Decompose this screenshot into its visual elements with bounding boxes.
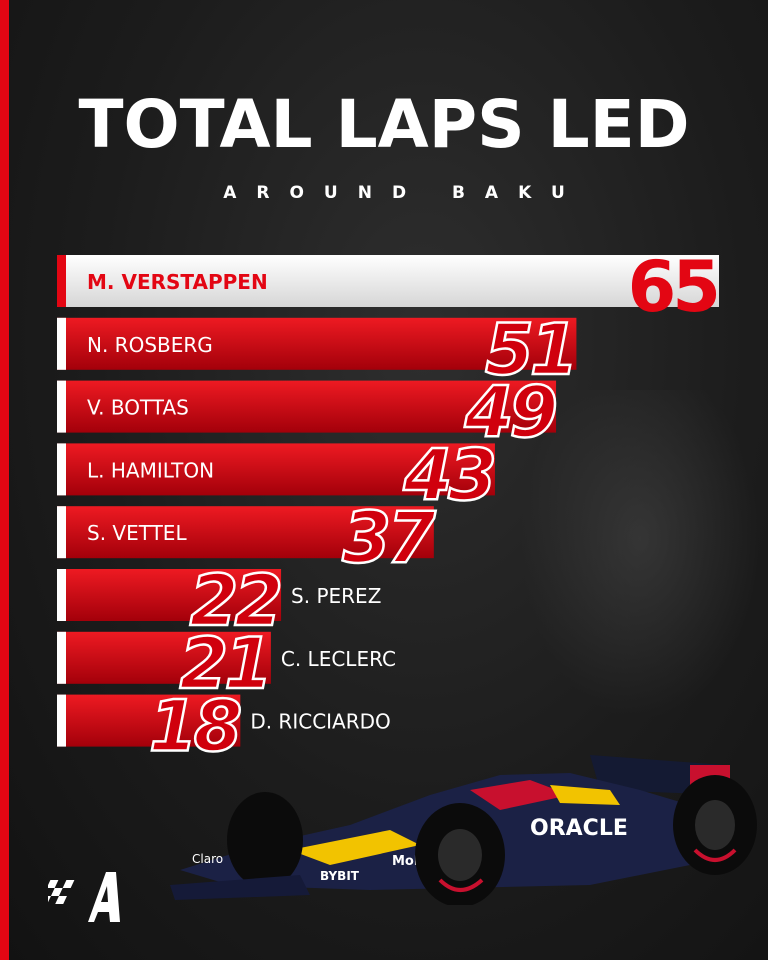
bar-row: 22 S. PEREZ [57, 559, 381, 643]
chart-title: TOTAL LAPS LED [78, 86, 690, 163]
bar-edge [57, 631, 66, 684]
value-label: 21 [179, 623, 268, 705]
f1-car-image: ORACLE Claro Mobil BYBIT [170, 735, 760, 910]
checkered-flag-a-icon [34, 868, 120, 929]
bar-row: 51 N. ROSBERG [57, 308, 580, 392]
value-label: 49 [464, 372, 556, 454]
chart-subtitle: AROUND BAKU [223, 183, 585, 203]
category-label: S. VETTEL [87, 521, 187, 545]
car-sponsor-3: BYBIT [320, 869, 360, 883]
value-label: 18 [149, 686, 241, 760]
car-livery-text: ORACLE [530, 816, 628, 841]
bar [57, 317, 577, 370]
car-sponsor-1: Claro [192, 852, 223, 866]
bar-edge [57, 380, 66, 433]
category-label: S. PEREZ [291, 584, 381, 608]
bar-edge [57, 255, 66, 307]
accent-stripe [0, 0, 9, 960]
bar [57, 255, 719, 307]
value-label: 22 [190, 560, 280, 642]
bar [57, 569, 282, 621]
bar [57, 506, 434, 559]
category-label: N. ROSBERG [87, 333, 213, 357]
bar-edge [57, 569, 66, 621]
bar-row: 43 L. HAMILTON [57, 433, 498, 518]
background-driver-photo [520, 390, 760, 720]
bar-edge [57, 506, 66, 559]
bar-row: 49 V. BOTTAS [57, 370, 561, 455]
category-label: L. HAMILTON [87, 458, 214, 482]
value-label: 37 [342, 497, 436, 579]
bar-row: 21 C. LECLERC [57, 622, 396, 706]
bar [57, 694, 241, 747]
bar-edge [57, 443, 66, 496]
bar-edge [57, 694, 66, 747]
category-label: M. VERSTAPPEN [87, 270, 268, 294]
bar-row: 18 D. RICCIARDO [57, 684, 391, 760]
bar [57, 380, 557, 433]
value-label: 43 [403, 434, 494, 516]
category-label: D. RICCIARDO [250, 710, 390, 734]
category-label: C. LECLERC [281, 647, 396, 671]
bar [57, 443, 495, 496]
value-label: 65 [628, 246, 717, 328]
value-label: 51 [485, 309, 574, 391]
bar-row: 65 M. VERSTAPPEN [57, 246, 721, 328]
bar [57, 631, 271, 684]
category-label: V. BOTTAS [87, 396, 189, 420]
bar-row: 37 S. VETTEL [57, 496, 441, 580]
bar-edge [57, 317, 66, 370]
bar-chart: 65 M. VERSTAPPEN 51 N. ROSBERG 49 V. BOTTAS 43… [57, 246, 721, 760]
